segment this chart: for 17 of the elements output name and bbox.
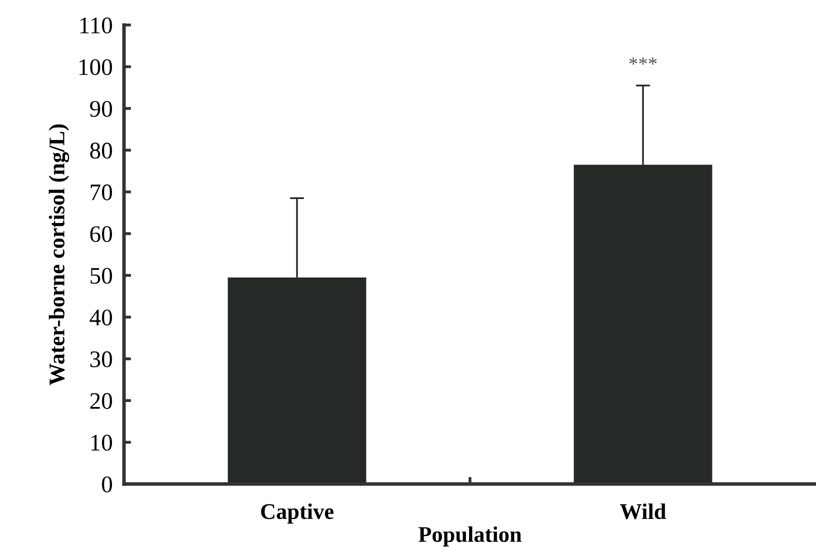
y-tick-label: 60 <box>90 226 112 242</box>
y-tick-label: 10 <box>91 434 112 451</box>
y-tick-label: 110 <box>80 17 112 34</box>
x-tick-label: Wild <box>620 503 666 520</box>
y-axis-title: Water-borne cortisol (ng/L) <box>48 124 70 386</box>
y-tick-label: 70 <box>90 184 112 200</box>
y-tick-label: 90 <box>90 100 112 117</box>
y-tick-label: 40 <box>90 310 112 326</box>
x-axis-title: Population <box>418 526 522 547</box>
annotation: *** <box>629 58 657 65</box>
x-tick-label: Captive <box>261 503 334 524</box>
y-tick-label: 50 <box>90 268 112 284</box>
y-tick-label: 20 <box>90 393 112 409</box>
y-tick-label: 100 <box>80 59 112 76</box>
y-tick-label: 0 <box>102 476 112 492</box>
y-tick-label: 80 <box>90 142 112 159</box>
y-tick-label: 30 <box>90 351 112 368</box>
